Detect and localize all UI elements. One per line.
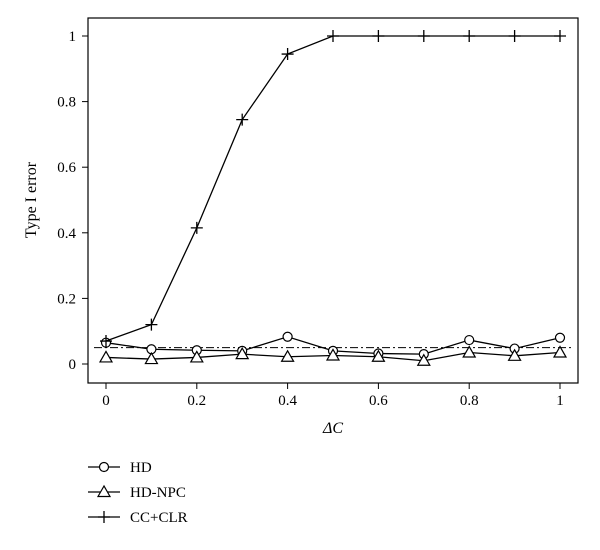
data-point-hd-npc [189, 350, 204, 363]
x-tick-label: 0.4 [278, 393, 297, 409]
y-tick-label: 0 [69, 357, 77, 373]
x-tick-label: 0.2 [187, 393, 206, 409]
data-point-hd-npc [371, 349, 386, 362]
series-cc-clr [100, 30, 566, 348]
data-point-hd-npc [98, 350, 114, 363]
x-tick-label: 0.6 [369, 393, 388, 409]
data-point-hd-npc [552, 345, 568, 358]
data-point-hd-npc [235, 346, 250, 360]
x-tick-label: 0 [102, 393, 110, 409]
y-tick-label: 0.4 [57, 226, 76, 242]
data-point-hd-npc [507, 348, 522, 361]
legend-item-hd: HD [88, 460, 152, 476]
data-point-cc-clr [372, 30, 385, 42]
legend-label: HD [130, 460, 152, 476]
data-point-cc-clr [236, 113, 249, 126]
y-tick-label: 0.8 [57, 95, 76, 111]
data-point-cc-clr [281, 48, 294, 61]
data-point-cc-clr [554, 30, 566, 42]
data-point-hd [464, 334, 475, 346]
y-tick-label: 0.6 [57, 160, 76, 176]
data-point-cc-clr [417, 30, 430, 42]
series-hd-npc [98, 345, 568, 366]
legend-item-hd-npc: HD-NPC [88, 484, 186, 501]
series-line-cc-clr [105, 35, 560, 342]
legend-label: CC+CLR [130, 510, 188, 526]
data-point-hd [282, 331, 293, 342]
y-axis-label: Type I error [23, 161, 40, 238]
data-point-cc-clr [327, 30, 339, 42]
data-point-hd-npc [462, 345, 477, 358]
x-axis-label: ΔC [322, 420, 343, 437]
data-point-hd [554, 332, 566, 343]
legend-marker-cc-clr [98, 511, 110, 523]
legend-marker-hd-npc [96, 484, 112, 498]
data-point-cc-clr [145, 318, 158, 331]
data-point-hd-npc [144, 351, 159, 365]
x-tick-label: 1 [556, 393, 564, 409]
data-point-cc-clr [463, 30, 476, 42]
legend-marker-hd [98, 461, 110, 473]
legend-label: HD-NPC [130, 485, 186, 501]
plot-frame [87, 17, 579, 384]
y-tick-label: 0.2 [57, 291, 76, 307]
data-point-cc-clr [190, 221, 203, 234]
data-point-cc-clr [100, 335, 112, 348]
y-tick-label: 1 [69, 29, 77, 45]
legend: HD HD-NPC CC+CLR [88, 460, 188, 526]
data-point-hd-npc [416, 353, 431, 366]
data-point-cc-clr [508, 30, 521, 42]
x-tick-label: 0.8 [460, 393, 479, 409]
data-point-hd-npc [280, 349, 295, 362]
legend-item-cc-clr: CC+CLR [88, 510, 188, 526]
data-point-hd-npc [325, 348, 341, 361]
